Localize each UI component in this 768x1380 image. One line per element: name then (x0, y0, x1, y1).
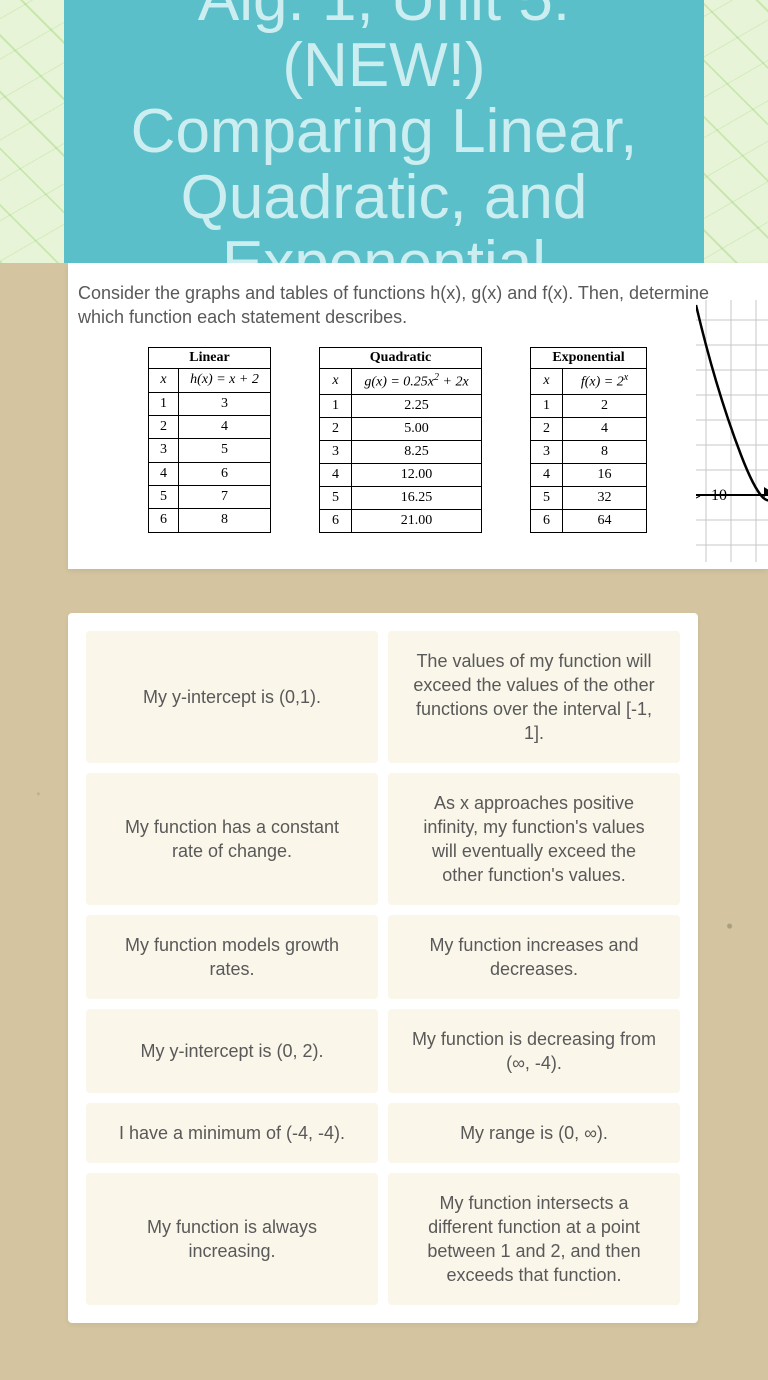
title-line: Exponential (94, 231, 674, 264)
cell: 6 (531, 509, 563, 532)
table-row: 46 (149, 462, 271, 485)
table-row: 12 (531, 394, 647, 417)
cell: 2 (563, 394, 647, 417)
table-row: 38.25 (320, 440, 482, 463)
grid-svg: 10 (696, 300, 768, 562)
instruction-text: Consider the graphs and tables of functi… (78, 281, 768, 347)
table-row: 25.00 (320, 417, 482, 440)
cell: 1 (149, 392, 179, 415)
statement-card[interactable]: My function increases and decreases. (388, 915, 680, 999)
cell: 3 (179, 392, 271, 415)
cell: 3 (149, 439, 179, 462)
cell: 4 (179, 415, 271, 438)
cell: 5 (149, 485, 179, 508)
col-header: x (320, 369, 352, 395)
statement-card[interactable]: My y-intercept is (0, 2). (86, 1009, 378, 1093)
cell: 2 (149, 415, 179, 438)
statement-card[interactable]: My function intersects a different funct… (388, 1173, 680, 1305)
table-row: 12.25 (320, 394, 482, 417)
title-line: Comparing Linear, (94, 99, 674, 165)
statement-card[interactable]: The values of my function will exceed th… (388, 631, 680, 763)
col-header: h(x) = x + 2 (179, 369, 271, 392)
cell: 4 (563, 417, 647, 440)
cell: 2 (320, 417, 352, 440)
statement-card[interactable]: My y-intercept is (0,1). (86, 631, 378, 763)
table-title: Linear (149, 348, 271, 369)
table-row: 24 (149, 415, 271, 438)
table-row: 664 (531, 509, 647, 532)
data-table: Linearxh(x) = x + 2132435465768 (148, 347, 271, 533)
problem-card: Consider the graphs and tables of functi… (68, 263, 768, 569)
table-row: 24 (531, 417, 647, 440)
cell: 8 (179, 509, 271, 532)
page-header: Alg. 1, Unit 5: (NEW!) Comparing Linear,… (0, 0, 768, 263)
cell: 1 (320, 394, 352, 417)
cell: 6 (179, 462, 271, 485)
cell: 16.25 (352, 486, 482, 509)
cell: 5 (320, 486, 352, 509)
cell: 12.00 (352, 463, 482, 486)
table-row: 68 (149, 509, 271, 532)
data-table: Exponentialxf(x) = 2x122438416532664 (530, 347, 647, 533)
cell: 16 (563, 463, 647, 486)
cell: 4 (320, 463, 352, 486)
col-header: x (149, 369, 179, 392)
table-row: 416 (531, 463, 647, 486)
table-title: Quadratic (320, 348, 482, 369)
cell: 8 (563, 440, 647, 463)
table-title: Exponential (531, 348, 647, 369)
statement-card[interactable]: My function has a constant rate of chang… (86, 773, 378, 905)
cell: 5 (179, 439, 271, 462)
cell: 32 (563, 486, 647, 509)
col-header: g(x) = 0.25x2 + 2x (352, 369, 482, 395)
table-row: 621.00 (320, 509, 482, 532)
cell: 6 (149, 509, 179, 532)
cell: 4 (531, 463, 563, 486)
cell: 3 (531, 440, 563, 463)
table-row: 57 (149, 485, 271, 508)
graph-preview: 10 (696, 300, 768, 562)
table-row: 516.25 (320, 486, 482, 509)
statement-card[interactable]: My function models growth rates. (86, 915, 378, 999)
table-row: 38 (531, 440, 647, 463)
cell: 5.00 (352, 417, 482, 440)
cell: 64 (563, 509, 647, 532)
statement-card[interactable]: I have a minimum of (-4, -4). (86, 1103, 378, 1163)
cell: 21.00 (352, 509, 482, 532)
cell: 3 (320, 440, 352, 463)
cell: 1 (531, 394, 563, 417)
table-row: 412.00 (320, 463, 482, 486)
table-row: 532 (531, 486, 647, 509)
cell: 8.25 (352, 440, 482, 463)
cell: 2 (531, 417, 563, 440)
statement-card[interactable]: My function is always increasing. (86, 1173, 378, 1305)
cell: 6 (320, 509, 352, 532)
table-row: 35 (149, 439, 271, 462)
title-line: Quadratic, and (94, 165, 674, 231)
statement-card[interactable]: My function is decreasing from (∞, -4). (388, 1009, 680, 1093)
title-box: Alg. 1, Unit 5: (NEW!) Comparing Linear,… (64, 0, 704, 263)
title-line: Alg. 1, Unit 5: (NEW!) (94, 0, 674, 99)
data-table: Quadraticxg(x) = 0.25x2 + 2x12.2525.0038… (319, 347, 482, 533)
cell: 4 (149, 462, 179, 485)
tables-row: Linearxh(x) = x + 2132435465768Quadratic… (78, 347, 768, 533)
col-header: f(x) = 2x (563, 369, 647, 395)
statements-panel: My y-intercept is (0,1).The values of my… (68, 613, 698, 1323)
table-row: 13 (149, 392, 271, 415)
cell: 2.25 (352, 394, 482, 417)
cell: 5 (531, 486, 563, 509)
statements-grid: My y-intercept is (0,1).The values of my… (86, 631, 680, 1305)
col-header: x (531, 369, 563, 395)
statement-card[interactable]: My range is (0, ∞). (388, 1103, 680, 1163)
axis-label: 10 (711, 487, 727, 504)
cell: 7 (179, 485, 271, 508)
statement-card[interactable]: As x approaches positive infinity, my fu… (388, 773, 680, 905)
